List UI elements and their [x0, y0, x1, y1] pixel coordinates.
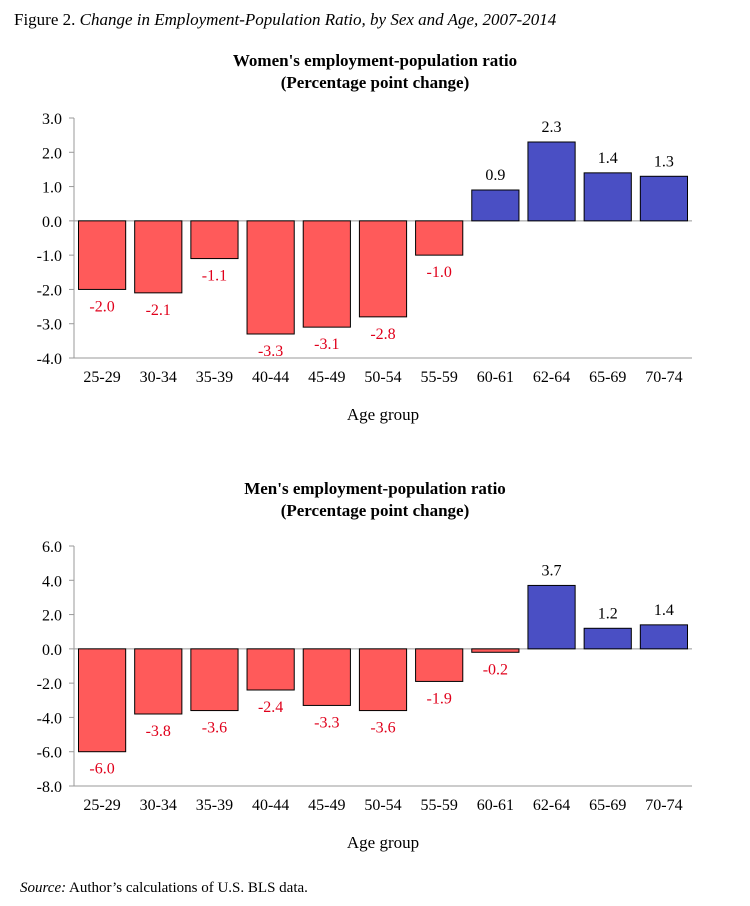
men-data-label: 1.4	[654, 602, 674, 619]
women-y-tick-label: -2.0	[37, 282, 62, 299]
men-category-label: 60-61	[477, 797, 514, 814]
women-category-label: 55-59	[421, 369, 458, 386]
women-category-label: 25-29	[83, 369, 120, 386]
women-bar-70-74	[639, 175, 689, 222]
women-y-tick-label: 0.0	[42, 214, 62, 231]
women-data-label: -2.1	[146, 302, 171, 319]
men-bar-70-74	[639, 624, 689, 650]
women-x-axis-label: Age group	[347, 405, 419, 424]
men-bar-40-44	[246, 648, 295, 691]
men-chart-title: Men's employment-population ratio	[244, 479, 506, 498]
women-bar-25-29	[77, 220, 127, 290]
women-category-label: 65-69	[589, 369, 626, 386]
men-data-label: 1.2	[598, 605, 618, 622]
men-y-tick-label: -6.0	[37, 745, 62, 762]
men-chart-subtitle: (Percentage point change)	[281, 501, 470, 520]
men-bar-62-64	[527, 584, 576, 650]
figure-caption: Figure 2. Change in Employment-Populatio…	[14, 10, 556, 30]
men-category-label: 65-69	[589, 797, 626, 814]
women-bar-45-49	[302, 220, 351, 328]
men-data-label: -3.6	[370, 720, 395, 737]
source-label: Source:	[20, 880, 67, 896]
women-category-label: 70-74	[645, 369, 682, 386]
women-data-label: 2.3	[542, 119, 562, 136]
men-data-label: -0.2	[483, 661, 508, 678]
men-category-label: 30-34	[140, 797, 177, 814]
women-y-tick-label: 1.0	[42, 180, 62, 197]
men-category-label: 55-59	[421, 797, 458, 814]
women-data-label: -2.8	[370, 326, 395, 343]
men-x-axis-label: Age group	[347, 833, 419, 852]
women-bar-55-59	[415, 220, 464, 256]
men-bar-50-54	[358, 648, 408, 712]
women-chart-subtitle: (Percentage point change)	[281, 73, 470, 92]
men-data-label: -2.4	[258, 699, 283, 716]
men-bar-45-49	[302, 648, 351, 706]
men-bar-65-69	[583, 627, 632, 650]
women-bar-35-39	[190, 220, 239, 260]
men-y-tick-label: 0.0	[42, 642, 62, 659]
men-y-tick-label: -4.0	[37, 710, 62, 727]
women-bar-65-69	[583, 172, 632, 222]
men-category-label: 25-29	[83, 797, 120, 814]
women-category-label: 50-54	[364, 369, 401, 386]
women-data-label: -3.3	[258, 343, 283, 360]
men-data-label: -1.9	[427, 690, 452, 707]
men-bar-35-39	[190, 648, 239, 712]
men-data-label: -3.8	[146, 723, 171, 740]
women-bar-60-61	[471, 189, 520, 222]
women-y-tick-label: 2.0	[42, 145, 62, 162]
men-bar-25-29	[77, 648, 127, 753]
women-chart-title: Women's employment-population ratio	[233, 51, 517, 70]
women-category-label: 30-34	[140, 369, 177, 386]
women-data-label: -3.1	[314, 336, 339, 353]
men-data-label: -3.3	[314, 714, 339, 731]
women-category-label: 62-64	[533, 369, 570, 386]
men-data-label: -3.6	[202, 720, 227, 737]
men-y-tick-label: 4.0	[42, 573, 62, 590]
figure-title: Change in Employment-Population Ratio, b…	[79, 10, 557, 29]
men-bar-55-59	[415, 648, 464, 682]
women-data-label: -1.0	[427, 264, 452, 281]
women-bar-30-34	[134, 220, 183, 294]
women-bar-62-64	[527, 141, 576, 222]
men-bar-30-34	[134, 648, 183, 715]
women-category-label: 60-61	[477, 369, 514, 386]
source-note: Source: Author’s calculations of U.S. BL…	[20, 880, 308, 897]
men-y-tick-label: -2.0	[37, 676, 62, 693]
men-y-tick-label: 6.0	[42, 539, 62, 556]
source-text: Author’s calculations of U.S. BLS data.	[69, 880, 308, 896]
women-data-label: 0.9	[485, 167, 505, 184]
women-data-label: -1.1	[202, 268, 227, 285]
men-bar-chart: Men's employment-population ratio (Percen…	[37, 479, 692, 852]
men-category-label: 62-64	[533, 797, 570, 814]
women-bar-50-54	[358, 220, 408, 318]
women-y-tick-label: 3.0	[42, 111, 62, 128]
women-bar-chart: Women's employment-population ratio (Perc…	[37, 51, 692, 424]
women-y-tick-label: -4.0	[37, 351, 62, 368]
men-bar-60-61	[471, 648, 520, 653]
men-data-label: 3.7	[542, 562, 562, 579]
women-category-label: 40-44	[252, 369, 289, 386]
men-y-tick-label: -8.0	[37, 779, 62, 796]
women-data-label: 1.4	[598, 150, 618, 167]
women-category-label: 45-49	[308, 369, 345, 386]
men-y-tick-label: 2.0	[42, 608, 62, 625]
women-bar-40-44	[246, 220, 295, 335]
men-data-label: -6.0	[89, 761, 114, 778]
women-y-tick-label: -1.0	[37, 248, 62, 265]
women-category-label: 35-39	[196, 369, 233, 386]
men-category-label: 45-49	[308, 797, 345, 814]
men-category-label: 70-74	[645, 797, 682, 814]
men-category-label: 50-54	[364, 797, 401, 814]
women-data-label: 1.3	[654, 153, 674, 170]
men-category-label: 35-39	[196, 797, 233, 814]
women-y-tick-label: -3.0	[37, 317, 62, 334]
figure-number: Figure 2.	[14, 10, 76, 29]
men-category-label: 40-44	[252, 797, 289, 814]
women-data-label: -2.0	[89, 298, 114, 315]
